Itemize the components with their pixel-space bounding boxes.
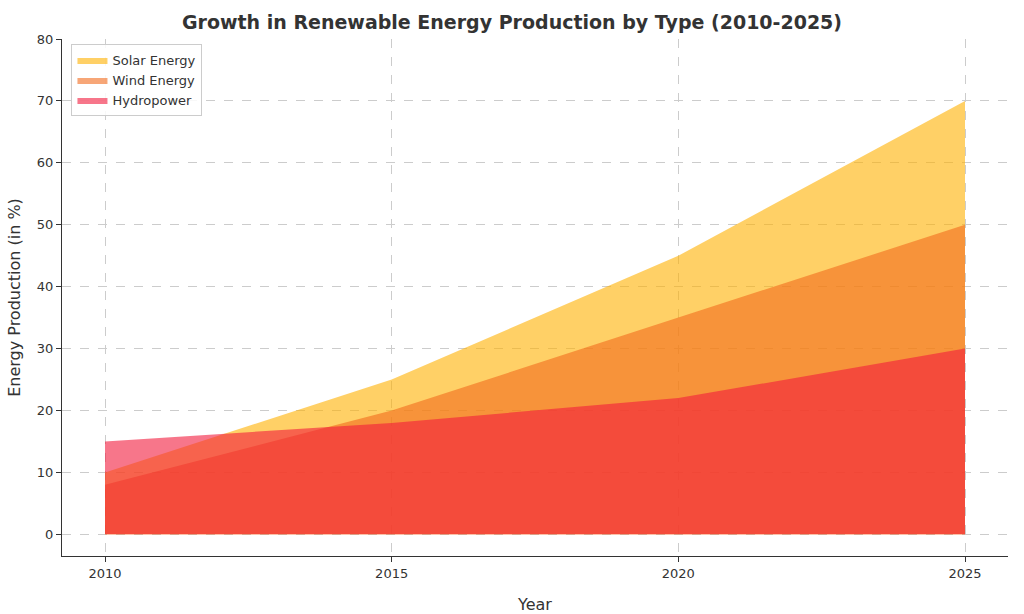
svg-text:Wind Energy: Wind Energy (112, 73, 195, 88)
svg-text:2025: 2025 (948, 566, 981, 581)
svg-text:Solar Energy: Solar Energy (112, 53, 195, 68)
svg-text:0: 0 (45, 527, 53, 542)
svg-text:2015: 2015 (375, 566, 408, 581)
svg-text:80: 80 (37, 32, 54, 47)
svg-text:Year: Year (517, 595, 552, 614)
svg-text:10: 10 (37, 465, 54, 480)
svg-text:Growth in Renewable Energy Pro: Growth in Renewable Energy Production by… (182, 11, 842, 33)
svg-text:2020: 2020 (662, 566, 695, 581)
svg-text:Energy Production (in %): Energy Production (in %) (5, 198, 24, 397)
svg-text:50: 50 (37, 217, 54, 232)
svg-text:40: 40 (37, 279, 54, 294)
svg-text:Hydropower: Hydropower (112, 93, 192, 108)
svg-text:30: 30 (37, 341, 54, 356)
svg-text:60: 60 (37, 155, 54, 170)
svg-text:2010: 2010 (88, 566, 121, 581)
svg-text:70: 70 (37, 93, 54, 108)
svg-text:20: 20 (37, 403, 54, 418)
